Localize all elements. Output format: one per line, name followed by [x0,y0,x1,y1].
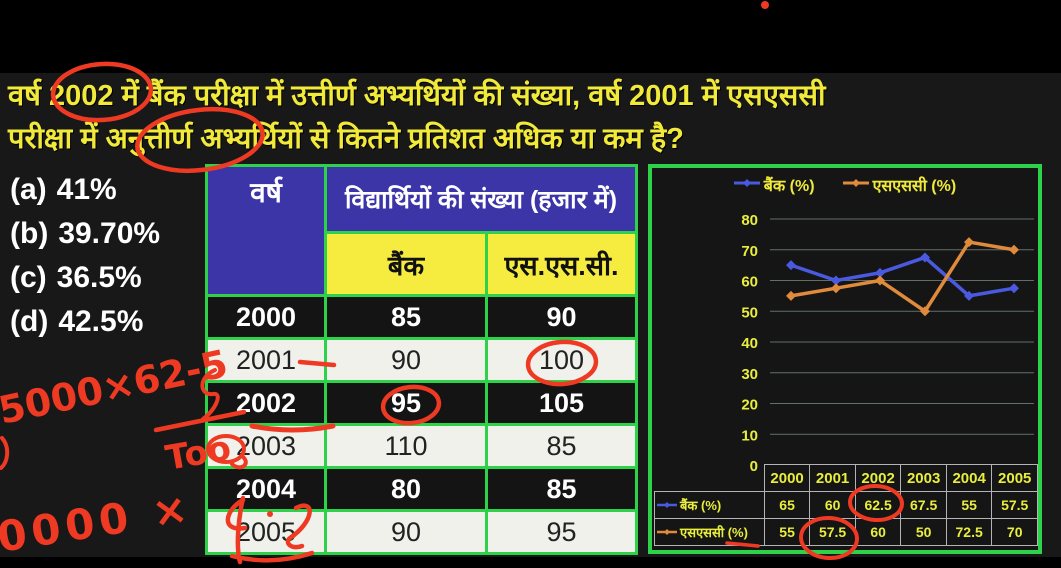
chart-table-year: 2001 [809,464,856,492]
option-a-label: (a) [10,173,47,206]
svg-text:10: 10 [741,427,758,444]
line-chart-panel: 0 10 20 30 40 50 60 70 80 बैंक (%) एसएससी (%) 20… [648,164,1042,554]
table-cell-year: 2005 [208,512,324,552]
bank-column-header: बैंक [327,234,485,294]
table-cell-bank: 90 [327,512,485,552]
option-c-value: 36.5% [56,261,142,294]
legend-bank-label: बैंक (%) [763,178,815,195]
legend-ssc-label: एसएससी (%) [872,178,957,195]
svg-text:30: 30 [741,366,758,383]
chart-table-bank-value: 62.5 [854,491,902,519]
option-a: (a) 41% [10,173,160,206]
table-cell-year: 2000 [208,297,324,337]
students-table: वर्ष विद्यार्थियों की संख्या (हजार में) … [205,164,638,555]
year-column-header: वर्ष [208,167,324,294]
ssc-line-marker-icon [657,525,677,540]
svg-text:60: 60 [741,274,758,291]
chart-table-bank-value: 65 [763,491,811,519]
svg-text:0: 0 [750,458,758,475]
chart-table-ssc-value: 72.5 [945,518,993,546]
table-cell-bank: 85 [327,297,485,337]
table-cell-ssc: 85 [488,426,635,466]
options-list: (a) 41% (b) 39.70% (c) 36.5% (d) 42.5% [10,173,160,338]
option-d-label: (d) [10,305,49,338]
chart-table-ssc-row: एसएससी (%) 55 57.5 60 50 72.5 70 [654,518,1038,546]
ssc-line-marker-icon [842,176,869,194]
chart-table-bank-value: 67.5 [900,491,947,519]
line-chart: 0 10 20 30 40 50 60 70 80 [741,212,1034,475]
chart-table-ssc-value: 57.5 [809,518,856,546]
chart-table-bank-value: 57.5 [991,491,1038,519]
bank-line-marker-icon [733,176,760,194]
table-cell-ssc: 105 [488,383,635,423]
option-d: (d) 42.5% [10,305,160,338]
table-cell-ssc: 85 [488,469,635,509]
chart-table-bank-value: 55 [945,491,993,519]
option-c: (c) 36.5% [10,261,160,294]
chart-table-year: 2000 [763,464,811,492]
chart-data-table: 2000 2001 2002 2003 2004 2005 बैंक (%) 6… [654,464,1038,546]
chart-table-bank-label-cell: बैंक (%) [654,491,765,519]
bank-line-marker-icon [657,498,677,513]
option-b: (b) 39.70% [10,217,160,250]
chart-table-ssc-value: 55 [763,518,811,546]
table-cell-ssc: 100 [488,340,635,380]
svg-text:50: 50 [741,304,758,321]
table-cell-year: 2004 [208,469,324,509]
option-d-value: 42.5% [58,305,144,338]
table-cell-bank: 90 [327,340,485,380]
table-cell-bank: 80 [327,469,485,509]
legend-item-ssc: एसएससी (%) [842,174,957,196]
red-dot-top [761,1,769,9]
chart-table-year: 2004 [945,464,993,492]
option-b-value: 39.70% [58,217,161,250]
legend-item-bank: बैंक (%) [733,174,815,196]
slide-background: वर्ष 2002 में बैंक परीक्षा में उत्तीर्ण … [0,73,1061,557]
chart-table-year: 2003 [900,464,947,492]
question-line-1: वर्ष 2002 में बैंक परीक्षा में उत्तीर्ण … [8,80,826,112]
chart-table-year-row: 2000 2001 2002 2003 2004 2005 [655,464,1038,492]
table-cell-bank: 110 [327,426,485,466]
table-cell-year: 2003 [208,426,324,466]
students-column-header: विद्यार्थियों की संख्या (हजार में) [327,167,635,231]
chart-table-ssc-label: एसएससी (%) [680,525,748,540]
chart-table-year: 2002 [854,464,902,492]
svg-text:70: 70 [741,243,758,260]
table-cell-year: 2001 [208,340,324,380]
chart-table-bank-label: बैंक (%) [680,498,722,513]
table-cell-year: 2002 [208,383,324,423]
chart-table-ssc-value: 50 [900,518,947,546]
question-line-2: परीक्षा में अनुत्तीर्ण अभ्यर्थियों से कि… [8,123,684,155]
option-c-label: (c) [10,261,47,294]
option-b-label: (b) [10,217,49,250]
option-a-value: 41% [56,173,117,206]
chart-table-bank-value: 60 [809,491,856,519]
table-cell-ssc: 90 [488,297,635,337]
chart-legend: बैंक (%) एसएससी (%) [652,174,1038,196]
chart-table-ssc-label-cell: एसएससी (%) [654,518,765,546]
table-cell-bank: 95 [327,383,485,423]
svg-text:40: 40 [741,335,758,352]
chart-table-bank-row: बैंक (%) 65 60 62.5 67.5 55 57.5 [654,491,1038,519]
svg-text:20: 20 [741,397,758,414]
chart-table-ssc-value: 60 [854,518,902,546]
chart-table-corner [655,465,765,492]
svg-text:80: 80 [741,212,758,229]
question-block: वर्ष 2002 में बैंक परीक्षा में उत्तीर्ण … [8,75,1058,161]
chart-table-ssc-value: 70 [991,518,1038,546]
table-cell-ssc: 95 [488,512,635,552]
ssc-column-header: एस.एस.सी. [488,234,635,294]
chart-table-year: 2005 [991,464,1038,492]
